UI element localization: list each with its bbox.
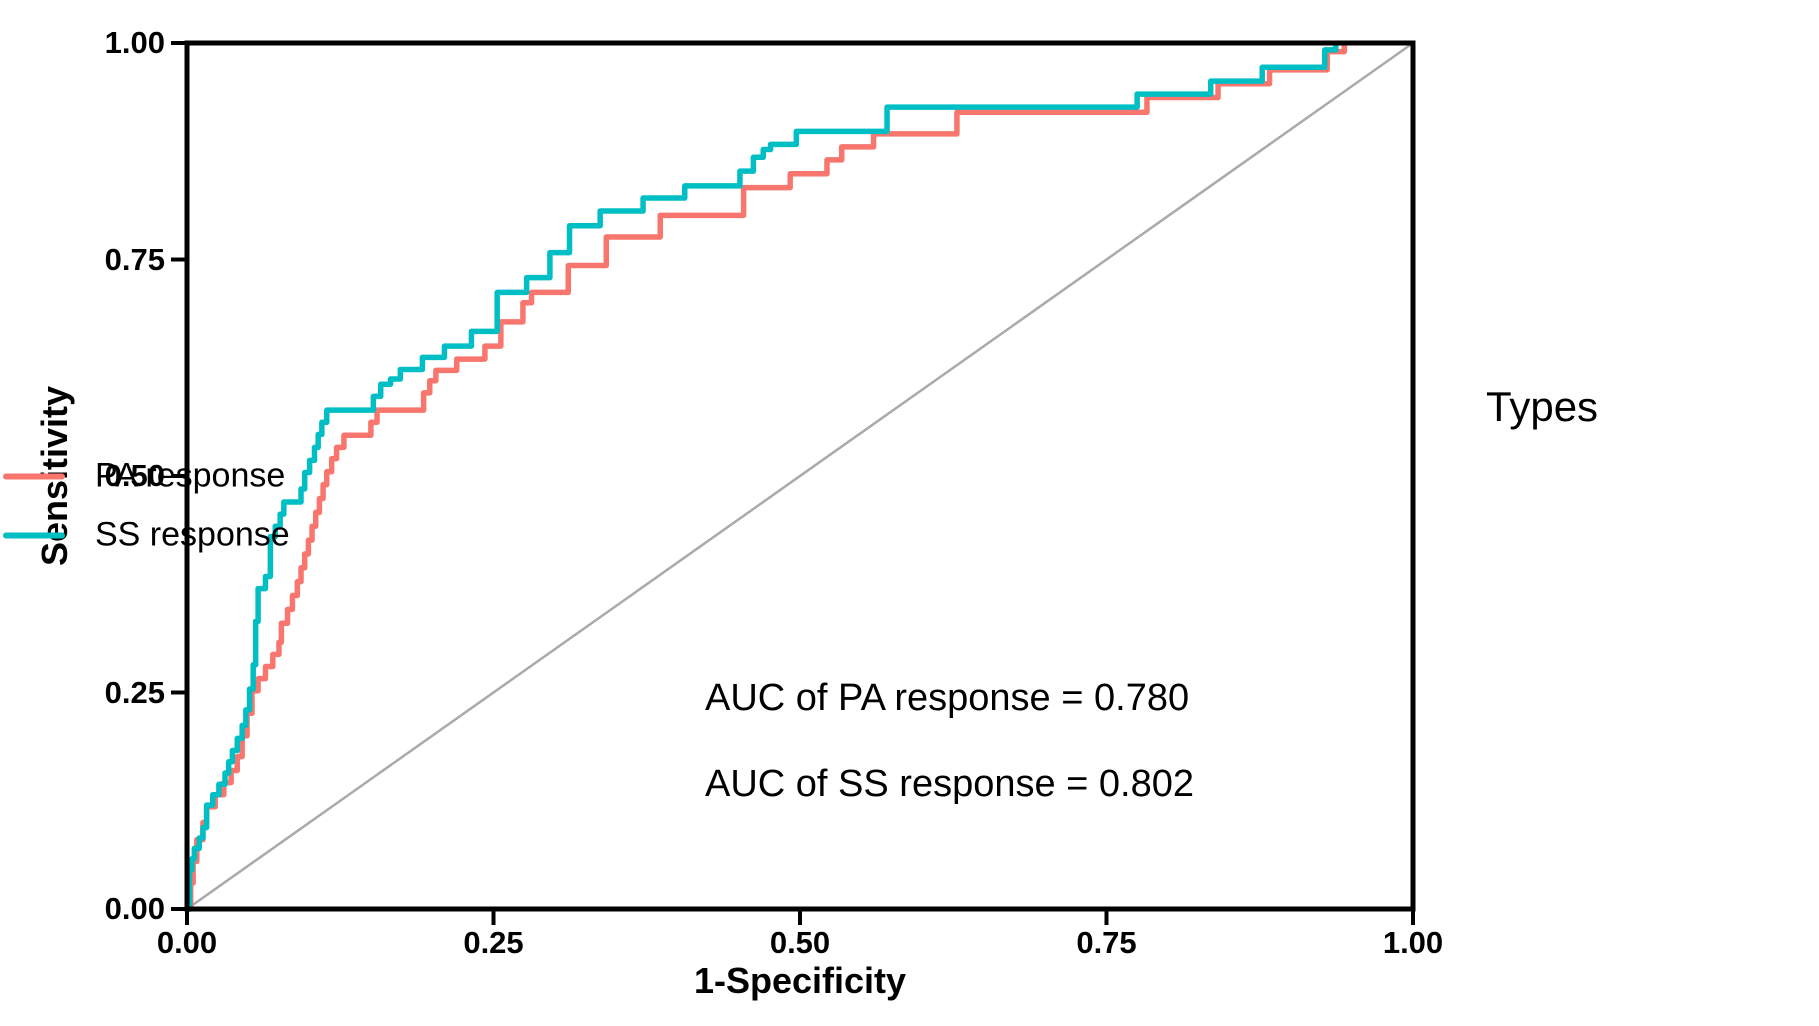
y-tick-label: 0.25 [104, 674, 165, 710]
legend-item-ss-response: SS response [3, 516, 290, 555]
pa-response-roc-curve [187, 43, 1348, 912]
auc-annotation-pa: AUC of PA response = 0.780 [705, 677, 1190, 719]
y-tick-label: 1.00 [104, 25, 165, 60]
diagonal-reference-line [186, 41, 1414, 911]
y-tick-label: 0.00 [104, 891, 165, 926]
legend-title: Types [1486, 383, 1599, 430]
x-axis-title: 1-Specificity [693, 960, 907, 1001]
y-tick-label: 0.50 [104, 458, 165, 493]
x-tick-label: 0.00 [156, 925, 218, 960]
ss-response-roc-curve [186, 43, 1339, 912]
plot-frame [184, 40, 1416, 912]
x-tick-label: 0.50 [769, 925, 831, 960]
x-tick-label: 0.25 [463, 925, 524, 960]
legend-label-ss-response: SS response [95, 515, 290, 554]
x-tick-label: 0.75 [1076, 925, 1137, 960]
auc-annotation-ss: AUC of SS response = 0.802 [705, 763, 1195, 805]
pa-response-line-swatch [3, 473, 65, 479]
legend-label-pa-response: PA response [95, 456, 286, 495]
x-tick-label: 1.00 [1382, 925, 1444, 960]
legend: Types [1486, 384, 1598, 430]
ss-response-line-swatch [3, 532, 65, 538]
legend-item-pa-response: PA response [3, 457, 285, 496]
y-tick-label: 0.75 [104, 241, 165, 277]
